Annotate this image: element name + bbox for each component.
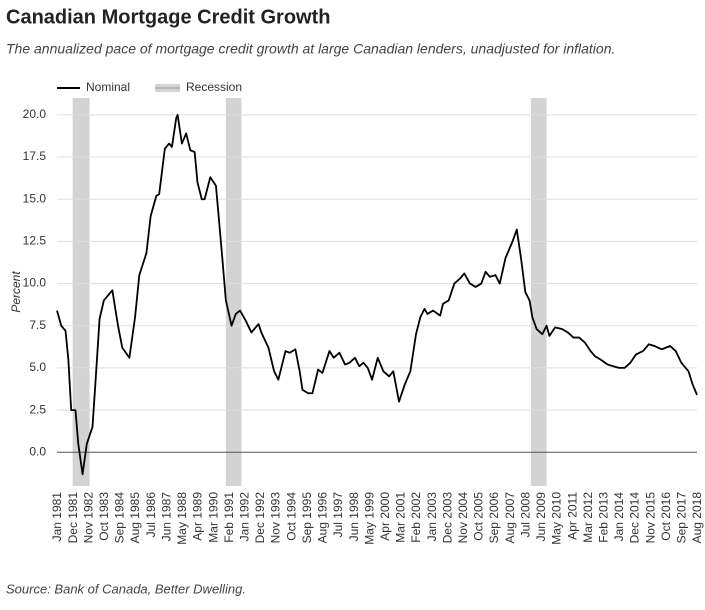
x-tick-label: Jan 1992: [237, 492, 251, 542]
x-tick-label: May 1999: [362, 492, 376, 545]
x-tick-label: Jan 2014: [612, 492, 626, 542]
source-note: Source: Bank of Canada, Better Dwelling.: [6, 581, 246, 596]
x-tick-label: Nov 1993: [269, 492, 283, 544]
y-tick-label: 0.0: [29, 444, 46, 458]
x-tick-label: Sep 2017: [675, 492, 689, 544]
x-tick-label: Jul 1986: [144, 492, 158, 538]
data-line: [56, 113, 698, 476]
y-tick-label: 15.0: [23, 191, 47, 205]
x-tick-label: Sep 1995: [300, 492, 314, 544]
x-tick-label: Dec 1992: [253, 492, 267, 544]
x-tick-label: Oct 1983: [97, 492, 111, 541]
recession-band: [530, 98, 547, 486]
legend-label: Nominal: [86, 80, 130, 94]
x-tick-label: Jul 2008: [518, 492, 532, 538]
x-tick-label: Nov 2015: [643, 492, 657, 544]
x-tick-label: Sep 1984: [113, 492, 127, 544]
legend-label: Recession: [186, 80, 242, 94]
x-tick-label: Sep 2006: [487, 492, 501, 544]
x-tick-label: Aug 2018: [690, 492, 704, 544]
x-tick-label: Aug 2007: [503, 492, 517, 544]
y-tick-label: 5.0: [29, 360, 46, 374]
x-tick-label: Oct 1994: [284, 492, 298, 541]
x-tick-label: Mar 2012: [581, 492, 595, 543]
recession-band: [72, 98, 90, 486]
x-tick-label: May 2010: [550, 492, 564, 545]
x-tick-label: Dec 2014: [628, 492, 642, 544]
y-tick-label: 7.5: [29, 318, 46, 332]
x-tick-label: Mar 2001: [394, 492, 408, 543]
x-tick-label: Jun 1998: [347, 492, 361, 542]
y-tick-label: 17.5: [23, 149, 47, 163]
x-tick-label: Apr 1989: [191, 492, 205, 541]
x-tick-label: Feb 1991: [222, 492, 236, 543]
x-tick-label: Jun 2009: [534, 492, 548, 542]
x-tick-label: Oct 2005: [472, 492, 486, 541]
x-tick-label: Apr 2011: [565, 492, 579, 540]
x-tick-label: Mar 1990: [206, 492, 220, 543]
x-tick-label: Apr 2000: [378, 492, 392, 541]
y-axis-label: Percent: [9, 271, 23, 313]
x-tick-label: Jul 1997: [331, 492, 345, 538]
x-tick-label: Nov 1982: [81, 492, 95, 544]
chart-subtitle: The annualized pace of mortgage credit g…: [6, 41, 615, 57]
recession-band: [225, 98, 242, 486]
x-tick-label: Jan 1981: [50, 492, 64, 542]
x-tick-label: Oct 2016: [659, 492, 673, 541]
x-tick-label: Jun 1987: [159, 492, 173, 542]
x-tick-label: Aug 1985: [128, 492, 142, 544]
x-tick-label: Dec 2003: [440, 492, 454, 544]
x-tick-label: Nov 2004: [456, 492, 470, 544]
y-tick-label: 12.5: [23, 234, 47, 248]
y-tick-label: 20.0: [23, 107, 47, 121]
y-tick-label: 2.5: [29, 402, 46, 416]
x-tick-label: Feb 2013: [597, 492, 611, 543]
x-tick-label: May 1988: [175, 492, 189, 545]
y-tick-label: 10.0: [23, 276, 47, 290]
x-tick-label: Feb 2002: [409, 492, 423, 543]
chart-title: Canadian Mortgage Credit Growth: [6, 6, 330, 28]
x-tick-label: Aug 1996: [316, 492, 330, 544]
x-tick-label: Jan 2003: [425, 492, 439, 542]
x-tick-label: Dec 1981: [66, 492, 80, 544]
